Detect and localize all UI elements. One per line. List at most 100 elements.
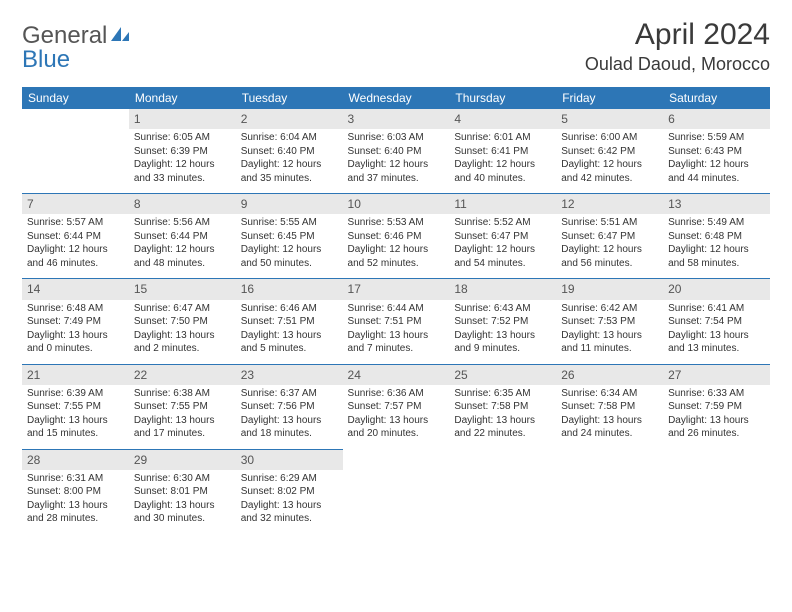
daylight-text: and 22 minutes. [454,427,551,441]
day-detail: Sunrise: 6:01 AMSunset: 6:41 PMDaylight:… [449,129,556,193]
sunrise-text: Sunrise: 6:42 AM [561,302,658,316]
daylight-text: and 20 minutes. [348,427,445,441]
day-detail: Sunrise: 6:41 AMSunset: 7:54 PMDaylight:… [663,300,770,364]
calendar-cell: 1Sunrise: 6:05 AMSunset: 6:39 PMDaylight… [129,109,236,193]
calendar-cell: 5Sunrise: 6:00 AMSunset: 6:42 PMDaylight… [556,109,663,193]
daylight-text: and 0 minutes. [27,342,124,356]
daylight-text: and 40 minutes. [454,172,551,186]
calendar-cell: 21Sunrise: 6:39 AMSunset: 7:55 PMDayligh… [22,364,129,449]
day-detail: Sunrise: 6:35 AMSunset: 7:58 PMDaylight:… [449,385,556,449]
day-number: 1 [129,109,236,129]
sunrise-text: Sunrise: 6:03 AM [348,131,445,145]
sunrise-text: Sunrise: 6:33 AM [668,387,765,401]
sunset-text: Sunset: 7:57 PM [348,400,445,414]
calendar-row: 7Sunrise: 5:57 AMSunset: 6:44 PMDaylight… [22,193,770,278]
daylight-text: Daylight: 13 hours [241,329,338,343]
calendar-body: 1Sunrise: 6:05 AMSunset: 6:39 PMDaylight… [22,109,770,534]
daylight-text: and 37 minutes. [348,172,445,186]
daylight-text: Daylight: 13 hours [668,329,765,343]
weekday-header: Thursday [449,87,556,109]
weekday-header: Saturday [663,87,770,109]
daylight-text: and 28 minutes. [27,512,124,526]
daylight-text: and 56 minutes. [561,257,658,271]
sunset-text: Sunset: 6:42 PM [561,145,658,159]
day-number: 27 [663,365,770,385]
calendar-cell: 15Sunrise: 6:47 AMSunset: 7:50 PMDayligh… [129,278,236,363]
daylight-text: and 26 minutes. [668,427,765,441]
calendar-cell: 2Sunrise: 6:04 AMSunset: 6:40 PMDaylight… [236,109,343,193]
daylight-text: Daylight: 13 hours [27,329,124,343]
calendar-row: 14Sunrise: 6:48 AMSunset: 7:49 PMDayligh… [22,278,770,363]
calendar-cell: 16Sunrise: 6:46 AMSunset: 7:51 PMDayligh… [236,278,343,363]
day-number: 29 [129,450,236,470]
day-number: 5 [556,109,663,129]
sunset-text: Sunset: 7:56 PM [241,400,338,414]
weekday-header-row: Sunday Monday Tuesday Wednesday Thursday… [22,87,770,109]
sunset-text: Sunset: 6:44 PM [27,230,124,244]
sunset-text: Sunset: 8:00 PM [27,485,124,499]
sunrise-text: Sunrise: 5:49 AM [668,216,765,230]
calendar-cell: 3Sunrise: 6:03 AMSunset: 6:40 PMDaylight… [343,109,450,193]
weekday-header: Friday [556,87,663,109]
day-number: 19 [556,279,663,299]
day-number: 25 [449,365,556,385]
day-number: 22 [129,365,236,385]
day-number: 10 [343,194,450,214]
day-detail: Sunrise: 6:37 AMSunset: 7:56 PMDaylight:… [236,385,343,449]
calendar-cell: 19Sunrise: 6:42 AMSunset: 7:53 PMDayligh… [556,278,663,363]
sunset-text: Sunset: 6:39 PM [134,145,231,159]
daylight-text: Daylight: 12 hours [454,243,551,257]
sunset-text: Sunset: 6:46 PM [348,230,445,244]
calendar-cell: 18Sunrise: 6:43 AMSunset: 7:52 PMDayligh… [449,278,556,363]
daylight-text: and 13 minutes. [668,342,765,356]
daylight-text: and 46 minutes. [27,257,124,271]
calendar-cell: 11Sunrise: 5:52 AMSunset: 6:47 PMDayligh… [449,193,556,278]
sunrise-text: Sunrise: 6:04 AM [241,131,338,145]
daylight-text: Daylight: 12 hours [348,158,445,172]
calendar-cell [449,449,556,534]
calendar-cell: 14Sunrise: 6:48 AMSunset: 7:49 PMDayligh… [22,278,129,363]
day-detail: Sunrise: 6:39 AMSunset: 7:55 PMDaylight:… [22,385,129,449]
daylight-text: and 50 minutes. [241,257,338,271]
sunrise-text: Sunrise: 5:53 AM [348,216,445,230]
calendar-cell: 23Sunrise: 6:37 AMSunset: 7:56 PMDayligh… [236,364,343,449]
sunrise-text: Sunrise: 6:05 AM [134,131,231,145]
sunset-text: Sunset: 6:48 PM [668,230,765,244]
day-number: 11 [449,194,556,214]
calendar-cell [663,449,770,534]
day-detail: Sunrise: 6:34 AMSunset: 7:58 PMDaylight:… [556,385,663,449]
daylight-text: and 33 minutes. [134,172,231,186]
sunset-text: Sunset: 8:02 PM [241,485,338,499]
sunset-text: Sunset: 7:54 PM [668,315,765,329]
sunrise-text: Sunrise: 6:37 AM [241,387,338,401]
daylight-text: and 44 minutes. [668,172,765,186]
day-detail: Sunrise: 6:31 AMSunset: 8:00 PMDaylight:… [22,470,129,534]
day-number: 23 [236,365,343,385]
sunset-text: Sunset: 6:40 PM [241,145,338,159]
location-label: Oulad Daoud, Morocco [585,54,770,75]
calendar-cell: 13Sunrise: 5:49 AMSunset: 6:48 PMDayligh… [663,193,770,278]
daylight-text: Daylight: 13 hours [668,414,765,428]
calendar-cell: 29Sunrise: 6:30 AMSunset: 8:01 PMDayligh… [129,449,236,534]
title-block: April 2024 Oulad Daoud, Morocco [585,18,770,75]
day-detail: Sunrise: 6:04 AMSunset: 6:40 PMDaylight:… [236,129,343,193]
page-header: General Blue April 2024 Oulad Daoud, Mor… [22,18,770,75]
day-number: 16 [236,279,343,299]
sunrise-text: Sunrise: 6:00 AM [561,131,658,145]
daylight-text: and 54 minutes. [454,257,551,271]
sunset-text: Sunset: 7:58 PM [561,400,658,414]
day-detail: Sunrise: 5:52 AMSunset: 6:47 PMDaylight:… [449,214,556,278]
daylight-text: and 17 minutes. [134,427,231,441]
day-detail: Sunrise: 6:05 AMSunset: 6:39 PMDaylight:… [129,129,236,193]
daylight-text: Daylight: 13 hours [134,329,231,343]
sunrise-text: Sunrise: 5:57 AM [27,216,124,230]
day-detail: Sunrise: 5:59 AMSunset: 6:43 PMDaylight:… [663,129,770,193]
weekday-header: Monday [129,87,236,109]
daylight-text: Daylight: 13 hours [241,499,338,513]
sunrise-text: Sunrise: 6:36 AM [348,387,445,401]
day-detail: Sunrise: 6:48 AMSunset: 7:49 PMDaylight:… [22,300,129,364]
day-number: 2 [236,109,343,129]
day-detail: Sunrise: 6:44 AMSunset: 7:51 PMDaylight:… [343,300,450,364]
sunset-text: Sunset: 7:59 PM [668,400,765,414]
day-number: 30 [236,450,343,470]
